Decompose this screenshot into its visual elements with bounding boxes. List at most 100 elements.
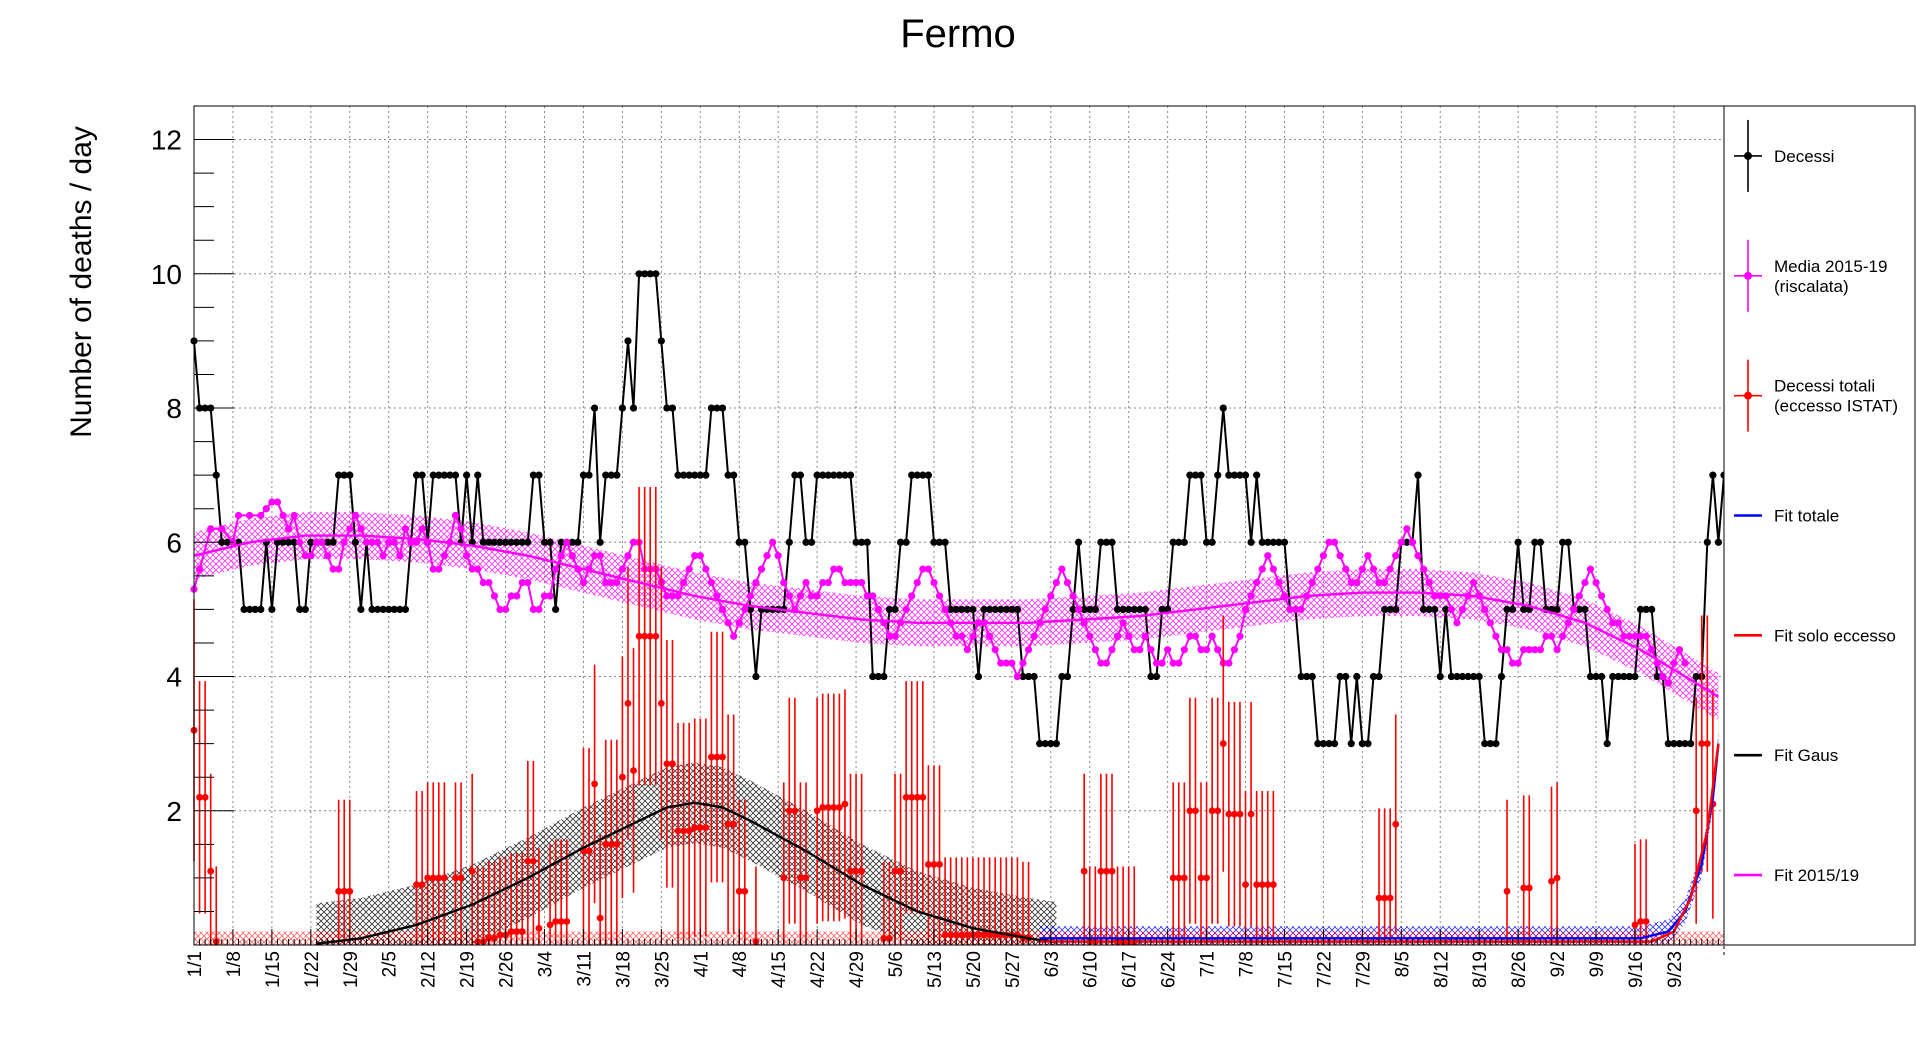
data-point: [463, 471, 471, 479]
data-point: [552, 565, 560, 573]
data-point: [607, 840, 615, 848]
data-point: [357, 605, 365, 614]
data-point: [1497, 672, 1506, 681]
data-point: [1247, 538, 1255, 546]
data-point: [552, 918, 560, 925]
data-point: [641, 632, 649, 640]
data-point: [1119, 619, 1127, 627]
data-point: [513, 928, 521, 935]
data-point: [652, 270, 660, 278]
data-point: [568, 538, 576, 546]
data-point: [1598, 592, 1606, 600]
data-point: [1253, 578, 1261, 587]
data-point: [769, 538, 777, 546]
data-point: [841, 578, 849, 587]
data-point: [1108, 867, 1116, 875]
data-point: [535, 471, 543, 479]
data-point: [585, 471, 593, 479]
data-point: [657, 699, 665, 707]
data-point: [880, 672, 888, 681]
data-point: [1319, 740, 1328, 748]
y-tick-label: 6: [166, 527, 182, 558]
data-point: [1108, 646, 1116, 654]
data-point: [1458, 672, 1467, 681]
data-point: [479, 538, 487, 546]
data-point: [1631, 921, 1639, 929]
data-point: [1636, 632, 1645, 640]
data-point: [390, 538, 398, 546]
data-point: [1169, 659, 1177, 667]
data-point: [997, 605, 1005, 614]
legend-marker-point: [1744, 151, 1752, 160]
data-point: [452, 874, 459, 882]
data-point: [1458, 605, 1467, 614]
data-point: [602, 840, 610, 848]
data-point: [1392, 552, 1400, 560]
data-point: [1030, 672, 1038, 681]
data-point: [1347, 740, 1355, 748]
data-point: [496, 931, 504, 939]
data-point: [301, 605, 309, 614]
data-point: [1258, 881, 1266, 888]
data-point: [652, 632, 660, 640]
data-point: [858, 538, 866, 546]
data-point: [913, 471, 921, 479]
data-point: [635, 632, 643, 640]
data-point: [1225, 810, 1233, 818]
data-point: [1442, 605, 1450, 614]
data-point: [785, 592, 793, 600]
series-line: [193, 272, 1725, 745]
data-point: [741, 605, 749, 614]
data-point: [619, 773, 626, 781]
data-point: [1364, 740, 1372, 748]
x-tick-label: 4/22: [808, 951, 829, 988]
data-point: [1392, 605, 1400, 614]
data-point: [847, 867, 854, 875]
data-point: [1269, 565, 1277, 573]
data-point: [629, 538, 638, 546]
data-point: [713, 592, 721, 600]
data-point: [925, 861, 932, 868]
data-point: [1147, 646, 1155, 654]
data-point: [1675, 646, 1684, 654]
data-point: [1136, 646, 1144, 654]
data-point: [340, 887, 348, 895]
data-point: [1330, 740, 1339, 748]
data-point: [396, 552, 404, 560]
data-point: [1369, 672, 1378, 681]
data-point: [1075, 605, 1083, 614]
data-point: [1564, 619, 1572, 627]
data-point: [824, 578, 832, 587]
data-point: [1703, 740, 1711, 748]
data-point: [1258, 538, 1266, 546]
data-point: [691, 552, 699, 560]
data-point: [407, 538, 415, 546]
data-point: [941, 538, 949, 546]
data-point: [735, 538, 743, 546]
data-point: [1113, 605, 1122, 614]
data-point: [1036, 740, 1044, 748]
data-point: [1681, 740, 1689, 748]
data-point: [552, 605, 560, 614]
data-point: [630, 767, 637, 774]
data-point: [1431, 605, 1439, 614]
data-point: [1570, 605, 1578, 614]
data-point: [318, 538, 326, 546]
data-point: [941, 605, 949, 614]
data-point: [1514, 538, 1522, 546]
data-point: [741, 538, 749, 546]
x-tick-label: 1/22: [302, 951, 323, 988]
data-point: [975, 931, 982, 939]
data-point: [490, 592, 499, 600]
data-point: [1186, 632, 1194, 640]
data-point: [1175, 874, 1183, 882]
data-point: [1269, 538, 1277, 546]
data-point: [1241, 605, 1250, 614]
data-point: [1636, 605, 1645, 614]
x-tick-label: 1/15: [263, 951, 284, 988]
data-point: [685, 827, 693, 835]
data-point: [1058, 672, 1066, 681]
data-point: [1264, 552, 1272, 560]
data-point: [1230, 646, 1238, 654]
data-point: [785, 538, 793, 546]
